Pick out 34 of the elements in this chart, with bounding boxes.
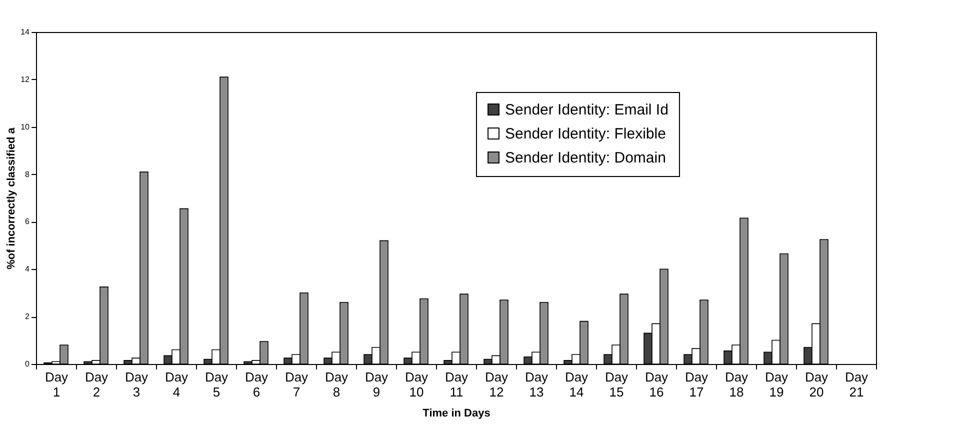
x-tick-label: Day 14 — [564, 370, 589, 400]
x-tick-label: Day 8 — [324, 370, 349, 400]
x-tick-label: Day 10 — [404, 370, 429, 400]
y-tick-label: 14 — [20, 28, 30, 36]
x-tick-label: Day 9 — [364, 370, 389, 400]
y-axis-title: %of incorrectly classified a — [6, 126, 18, 270]
legend-label: Sender Identity: Domain — [505, 150, 666, 166]
y-tick-label: 12 — [20, 74, 30, 84]
x-axis-title: Time in Days — [422, 408, 490, 420]
x-tick-label: Day 5 — [204, 370, 229, 400]
y-tick-label: 6 — [25, 217, 30, 226]
x-tick-label: Day 2 — [84, 370, 109, 400]
y-tick-label: 10 — [20, 122, 30, 132]
x-tick-label: Day 15 — [604, 370, 629, 400]
legend-label: Sender Identity: Email Id — [505, 102, 668, 118]
x-tick-label: Day 12 — [484, 370, 509, 400]
x-tick-label: Day 11 — [444, 370, 469, 400]
y-tick-label: 4 — [25, 264, 30, 274]
x-tick-label: Day 17 — [684, 370, 709, 400]
x-tick-label: Day 20 — [804, 370, 829, 400]
x-tick-label: Day 7 — [284, 370, 309, 400]
y-tick-label: 8 — [25, 170, 30, 179]
y-tick-label: 0 — [25, 360, 30, 368]
x-tick-label: Day 16 — [644, 370, 669, 400]
x-tick-label: Day 19 — [764, 370, 789, 400]
legend-label: Sender Identity: Flexible — [505, 126, 666, 142]
x-tick-label: Day 6 — [244, 370, 269, 400]
x-tick-label: Day 21 — [844, 370, 869, 400]
x-tick-label: Day 13 — [524, 370, 549, 400]
x-tick-label: Day 1 — [44, 370, 69, 400]
x-tick-label: Day 18 — [724, 370, 749, 400]
x-tick-label: Day 3 — [124, 370, 149, 400]
x-tick-label: Day 4 — [164, 370, 189, 400]
y-tick-label: 2 — [25, 312, 30, 322]
